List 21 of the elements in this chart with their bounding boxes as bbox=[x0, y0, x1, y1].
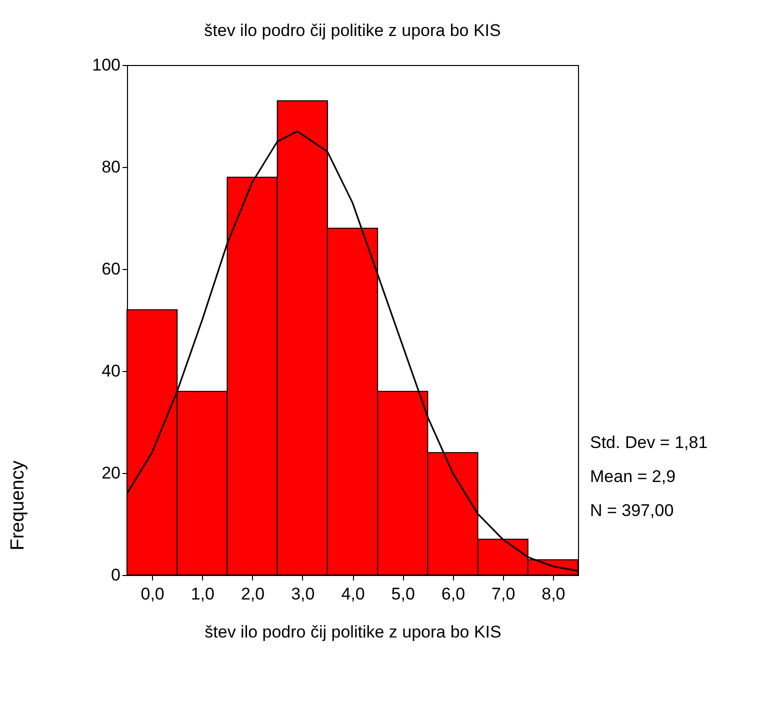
chart-title: štev ilo podro čij politike z upora bo KIS bbox=[204, 21, 501, 40]
text: Mean = 2,9 bbox=[590, 467, 676, 486]
x-axis-title: štev ilo podro čij politike z upora bo KIS bbox=[204, 622, 502, 642]
y-tick-label: 100 bbox=[92, 56, 120, 74]
x-tick-label: 4,0 bbox=[341, 584, 365, 604]
text: N = 397,00 bbox=[590, 501, 674, 520]
y-tick-label: 80 bbox=[102, 158, 120, 176]
x-tick-label: 8,0 bbox=[542, 584, 566, 604]
x-tick-label: 0,0 bbox=[140, 584, 164, 604]
x-tick-label: 6,0 bbox=[441, 584, 466, 604]
y-tick-label: 60 bbox=[102, 260, 120, 278]
y-tick-label: 20 bbox=[102, 464, 120, 482]
x-tick-label: 3,0 bbox=[291, 584, 315, 604]
text: Std. Dev = 1,81 bbox=[590, 433, 708, 452]
x-tick-label: 1,0 bbox=[190, 584, 214, 604]
x-tick-label: 2,0 bbox=[240, 584, 265, 604]
y-tick-label: 0 bbox=[111, 566, 120, 584]
y-tick-label: 40 bbox=[102, 362, 120, 380]
y-axis-title: Frequency bbox=[8, 460, 28, 550]
x-tick-label: 5,0 bbox=[391, 584, 415, 604]
x-tick-label: 7,0 bbox=[492, 584, 516, 604]
